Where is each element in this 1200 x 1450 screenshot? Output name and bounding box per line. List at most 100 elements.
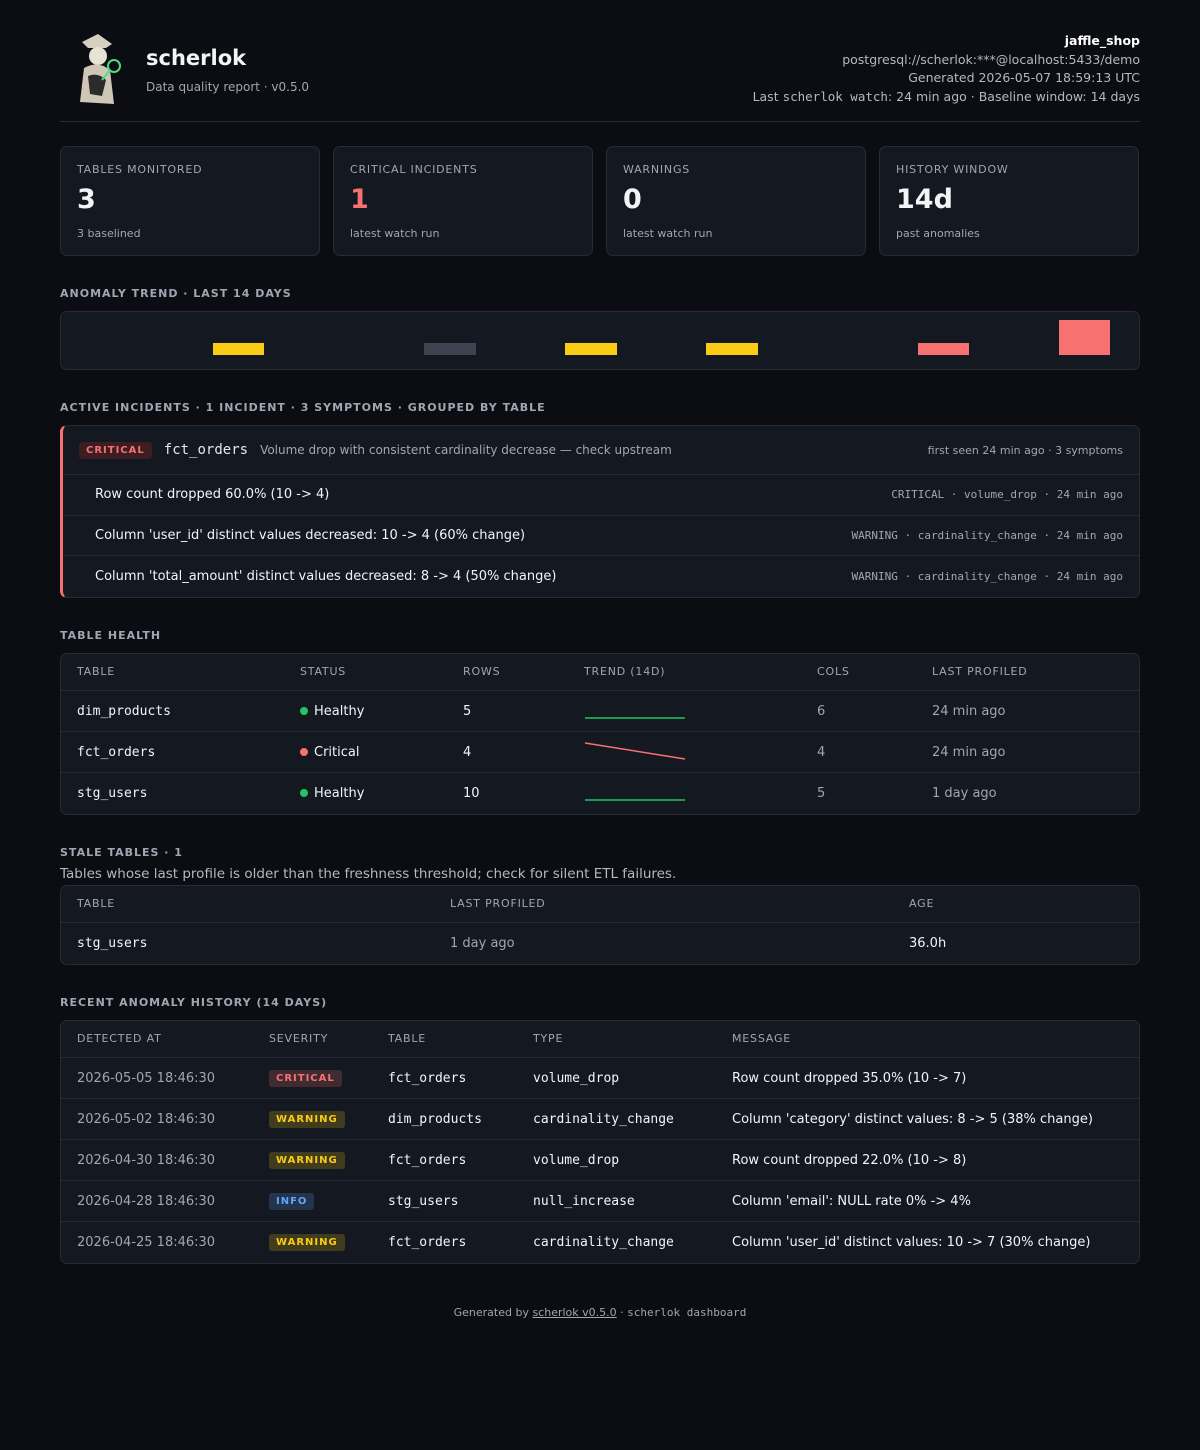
status-dot xyxy=(300,788,308,797)
connection: postgresql://scherlok:***@localhost:5433… xyxy=(842,51,1140,67)
message: Column 'email': NULL rate 0% -> 4% xyxy=(716,1180,1139,1222)
trend-bar xyxy=(1058,320,1111,355)
kpi-value: 3 xyxy=(77,184,96,215)
column-header: ROWS xyxy=(447,653,568,691)
col-count: 5 xyxy=(817,785,826,801)
table: DETECTED AT SEVERITY TABLE TYPE MESSAGE 2026-… xyxy=(61,1020,1139,1263)
column-header: SEVERITY xyxy=(253,1020,372,1058)
column-header: STATUS xyxy=(284,653,447,691)
column-header: AGE xyxy=(893,885,1139,923)
status-text: Healthy xyxy=(314,785,365,801)
message: Row count dropped 35.0% (10 -> 7) xyxy=(716,1057,1139,1099)
table-name: dim_products xyxy=(61,690,284,732)
logo xyxy=(80,34,121,104)
status: Healthy xyxy=(284,690,447,732)
link[interactable]: scherlok v0.5.0 xyxy=(532,1305,617,1319)
severity: WARNING xyxy=(253,1222,372,1263)
table-body: stg_users 1 day ago 36.0h xyxy=(61,923,1139,964)
text: Last xyxy=(752,88,783,104)
generated: Generated 2026-05-07 18:59:13 UTC xyxy=(908,70,1140,85)
table-body: dim_products Healthy 5 6 24 min ago fct_order… xyxy=(61,690,1139,814)
table-row: dim_products Healthy 5 6 24 min ago xyxy=(61,690,1139,732)
anomaly-type: null_increase xyxy=(517,1180,716,1222)
history-table: DETECTED AT SEVERITY TABLE TYPE MESSAGE 2026-… xyxy=(60,1019,1140,1264)
table: TABLE LAST PROFILED AGE stg_users 1 day ago 3… xyxy=(61,885,1139,964)
column-header: LAST PROFILED xyxy=(434,885,893,923)
column-header: MESSAGE xyxy=(716,1020,1139,1058)
symptom-message: Row count dropped 60.0% (10 -> 4) xyxy=(95,487,330,503)
kpi-note: 3 baselined xyxy=(77,227,141,240)
anomaly-type: cardinality_change xyxy=(533,1234,674,1250)
row-count: 10 xyxy=(463,785,480,801)
table-name: fct_orders xyxy=(61,731,284,773)
incident-meta: first seen 24 min ago · 3 symptoms xyxy=(927,443,1123,457)
trend-cell xyxy=(568,731,801,773)
detected-at: 2026-05-02 18:46:30 xyxy=(61,1098,253,1140)
section-title: ACTIVE INCIDENTS · 1 INCIDENT · 3 SYMPTO… xyxy=(60,401,546,414)
row-count: 5 xyxy=(447,690,568,732)
trend-bar xyxy=(424,343,476,355)
last-profiled: 1 day ago xyxy=(932,785,997,801)
table-row: stg_users Healthy 10 5 1 day ago xyxy=(61,773,1139,814)
health-table: TABLE STATUS ROWS TREND (14D) COLS LAST PROFI… xyxy=(60,652,1140,815)
run-info: jaffle_shop postgresql://scherlok:***@lo… xyxy=(753,30,1140,121)
column-header: TABLE xyxy=(61,885,434,923)
symptom: Column 'user_id' distinct values decreas… xyxy=(63,516,1139,556)
severity-badge: WARNING xyxy=(269,1151,345,1169)
symptom: Column 'total_amount' distinct values de… xyxy=(63,556,1139,597)
status-dot xyxy=(300,747,308,756)
incident-list: CRITICAL fct_orders Volume drop with consi… xyxy=(60,425,1140,598)
kpi-row: TABLES MONITORED 3 3 baselined CRITICAL INC… xyxy=(60,146,1140,256)
detected-at: 2026-05-05 18:46:30 xyxy=(61,1057,253,1099)
kpi-label: WARNINGS xyxy=(623,163,691,176)
kpi-note: latest watch run xyxy=(350,227,440,240)
column-header: TYPE xyxy=(517,1020,716,1058)
message: Column 'category' distinct values: 8 -> … xyxy=(716,1098,1139,1140)
table-row: 2026-04-30 18:46:30 WARNING fct_orders volu… xyxy=(61,1139,1139,1181)
command: scherlok dashboard xyxy=(627,1305,747,1319)
column-header: TREND (14D) xyxy=(568,653,801,691)
symptom-message: Column 'user_id' distinct values decreas… xyxy=(95,527,526,543)
symptom-meta: WARNING · cardinality_change · 24 min ag… xyxy=(851,569,1123,583)
kpi-label: TABLES MONITORED xyxy=(77,163,203,176)
kpi-card: WARNINGS 0 latest watch run xyxy=(606,146,866,256)
detected-at: 2026-04-25 18:46:30 xyxy=(77,1234,216,1250)
col-count: 6 xyxy=(801,690,916,732)
severity-badge: CRITICAL xyxy=(269,1069,342,1087)
sparkline xyxy=(585,799,685,801)
table-head: TABLE STATUS ROWS TREND (14D) COLS LAST PROFI… xyxy=(61,653,1139,691)
table-head: TABLE LAST PROFILED AGE xyxy=(61,885,1139,923)
status-text: Critical xyxy=(314,744,360,760)
text: : 24 min ago · Baseline window: 14 days xyxy=(887,88,1140,104)
detected-at: 2026-04-28 18:46:30 xyxy=(61,1180,253,1222)
trend-bar xyxy=(917,343,970,355)
col-count: 4 xyxy=(801,731,916,773)
column-header: TABLE xyxy=(372,1020,517,1058)
kpi-note: latest watch run xyxy=(623,227,713,240)
table-name: dim_products xyxy=(372,1098,517,1140)
message: Row count dropped 22.0% (10 -> 8) xyxy=(716,1139,1139,1181)
stale-table: TABLE LAST PROFILED AGE stg_users 1 day ago 3… xyxy=(60,884,1140,965)
kpi-label: CRITICAL INCIDENTS xyxy=(350,163,478,176)
table-name: stg_users xyxy=(372,1180,517,1222)
severity-badge: INFO xyxy=(269,1192,315,1210)
trend-cell xyxy=(568,690,801,732)
severity: WARNING xyxy=(253,1139,372,1181)
kpi-card: HISTORY WINDOW 14d past anomalies xyxy=(879,146,1139,256)
table-name: fct_orders xyxy=(372,1139,517,1181)
severity-badge: CRITICAL xyxy=(79,441,152,459)
section-title: TABLE HEALTH xyxy=(60,628,162,642)
table-name: fct_orders xyxy=(388,1234,467,1250)
sparkline xyxy=(584,742,686,760)
severity-badge: WARNING xyxy=(269,1233,345,1251)
text: Generated by xyxy=(453,1305,533,1319)
app-subtitle: Data quality report · v0.5.0 xyxy=(146,80,310,94)
severity: INFO xyxy=(253,1180,372,1222)
kpi-value: 1 xyxy=(350,184,369,215)
severity: WARNING xyxy=(253,1098,372,1140)
last-watch: Last scherlok watch: 24 min ago · Baseli… xyxy=(753,88,1140,107)
severity-badge: WARNING xyxy=(269,1110,345,1128)
anomaly-type: cardinality_change xyxy=(517,1098,716,1140)
text: · xyxy=(616,1305,628,1319)
sparkline-line xyxy=(584,742,686,760)
